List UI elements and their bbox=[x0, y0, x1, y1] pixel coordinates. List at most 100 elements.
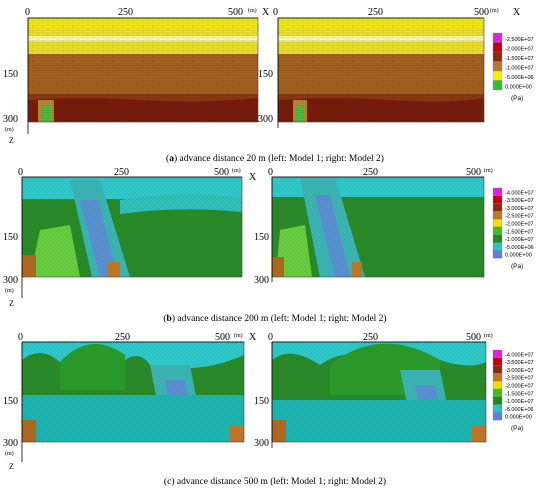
b1-z-tick-300: 300 bbox=[3, 275, 18, 286]
legend-swatch bbox=[492, 396, 503, 405]
legend-swatch bbox=[492, 203, 503, 212]
a2-x-tick-0: 0 bbox=[273, 7, 278, 18]
legend-value: -5.000E+06 bbox=[505, 407, 534, 413]
b2-x-tick-500: 500 bbox=[466, 167, 481, 178]
a1-z-unit: (m) bbox=[5, 126, 14, 133]
panel-a bbox=[27, 17, 485, 123]
c1-z-tick-150: 150 bbox=[3, 396, 18, 407]
caption-b: (b) advance distance 200 m (left: Model … bbox=[163, 313, 386, 324]
legend-value: -2.000E+07 bbox=[505, 222, 534, 228]
b1-z-label: Z bbox=[9, 299, 14, 308]
b2-x-tick-0: 0 bbox=[268, 167, 273, 178]
legend-value: -3.000E+07 bbox=[505, 368, 534, 374]
legend-value: -5.000E+06 bbox=[505, 245, 534, 251]
legend-swatch bbox=[492, 226, 503, 235]
legend-swatch bbox=[492, 357, 503, 366]
a2-x-label: X bbox=[513, 7, 521, 18]
b2-x-unit: (m) bbox=[484, 167, 493, 174]
c2-z-tick-300: 300 bbox=[254, 438, 269, 449]
b1-x-label: X bbox=[249, 172, 257, 183]
legend-swatch bbox=[492, 349, 503, 358]
legend-value: -1.500E+07 bbox=[505, 391, 534, 397]
b2-x-tick-250: 250 bbox=[363, 167, 378, 178]
c2-x-tick-250: 250 bbox=[363, 332, 378, 343]
caption-a-letter: a bbox=[169, 154, 174, 164]
legend-value: -3.500E+07 bbox=[505, 198, 534, 204]
a1-z-label: Z bbox=[9, 136, 14, 145]
legend-swatch bbox=[492, 365, 503, 374]
legend-value: 0.000E+00 bbox=[505, 253, 532, 259]
c2-z-tick-150: 150 bbox=[254, 396, 269, 407]
caption-a-text: advance distance 20 m (left: Model 1; ri… bbox=[180, 153, 384, 164]
legend-panel-a: -2.500E+07 -2.000E+07 -1.500E+07 -1.000E+07… bbox=[492, 32, 534, 102]
legend-value: -4.000E+07 bbox=[505, 190, 534, 196]
caption-b-letter: b bbox=[167, 314, 172, 324]
a2-x-unit: (m) bbox=[490, 7, 499, 14]
legend-swatch bbox=[492, 51, 503, 62]
legend-swatch bbox=[492, 42, 503, 53]
axis-lines bbox=[21, 17, 486, 462]
c1-x-tick-0: 0 bbox=[18, 332, 23, 343]
c1-x-unit: (m) bbox=[234, 332, 243, 339]
b1-x-tick-0: 0 bbox=[18, 167, 23, 178]
legend-swatch bbox=[492, 80, 503, 91]
c2-x-tick-500: 500 bbox=[466, 332, 481, 343]
legend-unit: (Pa) bbox=[511, 95, 523, 102]
caption-c-text: advance distance 500 m (left: Model 1; r… bbox=[177, 476, 386, 487]
caption-c: (c) advance distance 500 m (left: Model … bbox=[164, 476, 386, 487]
legend-swatch bbox=[492, 381, 503, 390]
panel-b bbox=[21, 176, 485, 278]
a2-x-tick-500: 500 bbox=[474, 7, 489, 18]
a2-z-tick-300: 300 bbox=[258, 114, 273, 125]
legend-value: -2.000E+07 bbox=[505, 384, 534, 390]
legend-swatch bbox=[492, 404, 503, 413]
legend-swatch bbox=[492, 70, 503, 81]
panel-a-model-1 bbox=[27, 17, 259, 123]
legend-swatch bbox=[492, 242, 503, 251]
a1-x-tick-500: 500 bbox=[228, 7, 243, 18]
legend-swatch bbox=[492, 388, 503, 397]
a1-z-tick-300: 300 bbox=[3, 114, 18, 125]
panel-c-model-2 bbox=[271, 341, 487, 443]
legend-value: -2.500E+07 bbox=[505, 37, 534, 43]
b1-x-tick-500: 500 bbox=[214, 167, 229, 178]
legend-swatch bbox=[492, 61, 503, 72]
legend-swatch bbox=[492, 195, 503, 204]
legend-swatch bbox=[492, 412, 503, 421]
legend-value: -5.000E+06 bbox=[505, 75, 534, 81]
legend-panel-b: -4.000E+07 -3.500E+07 -3.000E+07 -2.500E+07… bbox=[492, 187, 534, 270]
b1-z-tick-150: 150 bbox=[3, 232, 18, 243]
legend-value: -1.000E+07 bbox=[505, 399, 534, 405]
panel-c bbox=[21, 341, 487, 443]
c1-z-tick-300: 300 bbox=[3, 438, 18, 449]
legend-swatch bbox=[492, 373, 503, 382]
a1-x-tick-250: 250 bbox=[118, 7, 133, 18]
legend-value: -2.500E+07 bbox=[505, 214, 534, 220]
legend-value: -2.500E+07 bbox=[505, 376, 534, 382]
a2-z-tick-150: 150 bbox=[258, 69, 273, 80]
legend-swatch bbox=[492, 211, 503, 220]
c1-z-label: Z bbox=[9, 462, 14, 471]
legend-value: 0.000E+00 bbox=[505, 415, 532, 421]
c2-x-unit: (m) bbox=[484, 332, 493, 339]
legend-value: -1.000E+07 bbox=[505, 66, 534, 72]
legend-swatch bbox=[492, 187, 503, 196]
c1-x-tick-250: 250 bbox=[115, 332, 130, 343]
panel-a-model-2 bbox=[277, 17, 485, 123]
legend-swatch bbox=[492, 250, 503, 259]
a2-x-tick-250: 250 bbox=[368, 7, 383, 18]
legend-value: -1.000E+07 bbox=[505, 237, 534, 243]
a1-x-unit: (m) bbox=[248, 7, 257, 14]
legend-unit: (Pa) bbox=[511, 263, 523, 270]
b2-z-tick-150: 150 bbox=[254, 232, 269, 243]
panel-b-model-2 bbox=[271, 176, 485, 278]
a1-x-label: X bbox=[262, 7, 270, 18]
a1-z-tick-150: 150 bbox=[3, 69, 18, 80]
b1-z-unit: (m) bbox=[5, 287, 14, 294]
c1-x-label: X bbox=[249, 332, 257, 343]
panel-c-model-1 bbox=[21, 341, 245, 443]
caption-b-text: advance distance 200 m (left: Model 1; r… bbox=[177, 313, 386, 324]
legend-value: -4.000E+07 bbox=[505, 352, 534, 358]
b1-x-tick-250: 250 bbox=[114, 167, 129, 178]
